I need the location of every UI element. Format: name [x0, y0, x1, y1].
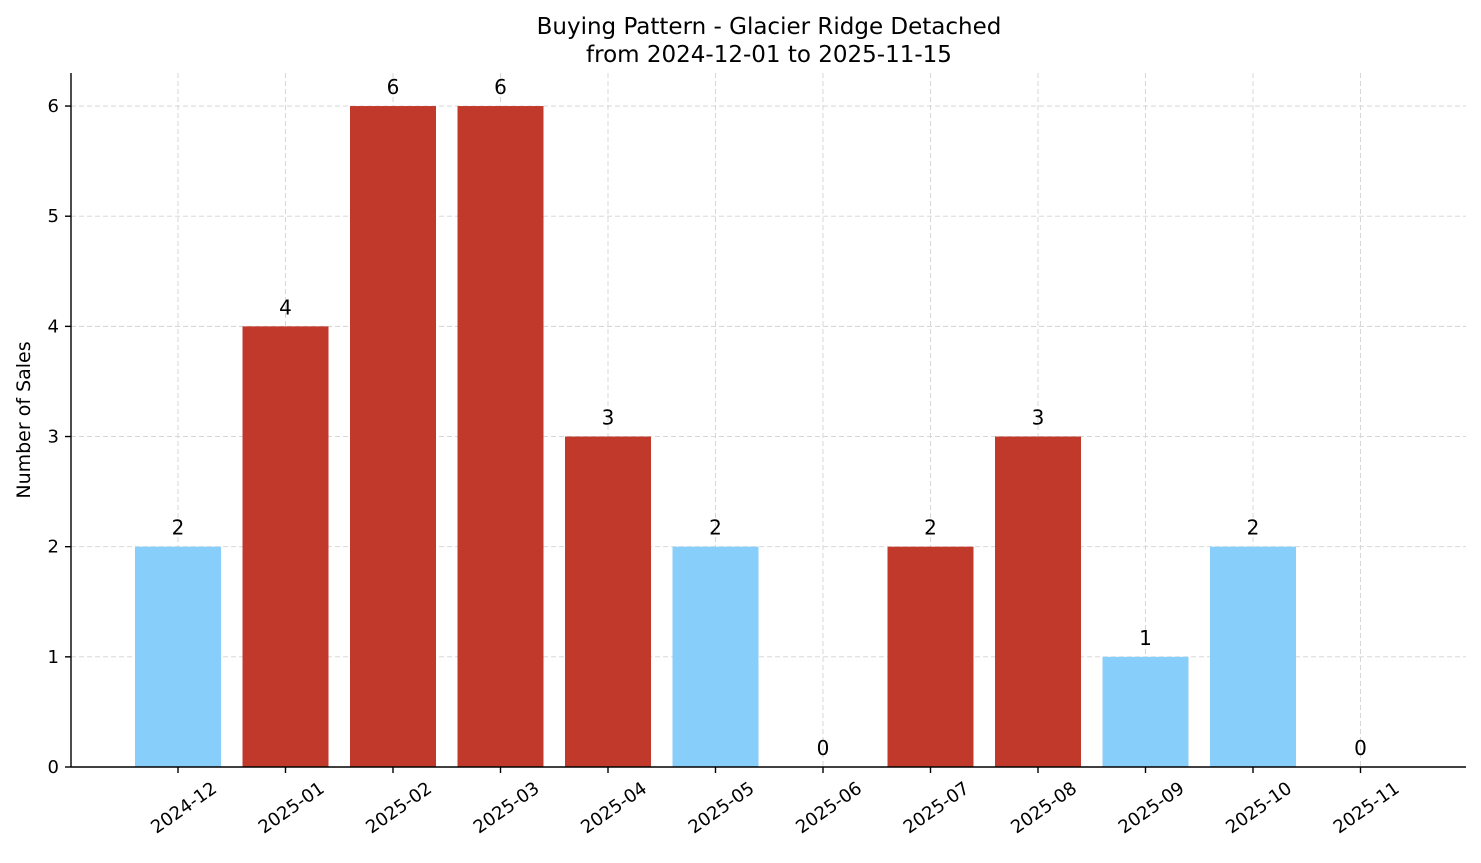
y-axis-label: Number of Sales — [13, 341, 35, 498]
bar — [672, 546, 759, 767]
data-labels: 2 4 6 6 3 2 0 2 3 1 2 0 — [172, 75, 1367, 760]
chart-title: Buying Pattern - Glacier Ridge Detached — [537, 14, 1002, 40]
bar-value-label: 3 — [602, 406, 615, 430]
bar — [565, 436, 651, 767]
bar-value-label: 1 — [1139, 626, 1152, 650]
x-tick-label: 2025-10 — [1222, 778, 1296, 838]
chart-subtitle: from 2024-12-01 to 2025-11-15 — [586, 42, 952, 68]
y-ticks: 0 1 2 3 4 5 6 — [48, 96, 71, 778]
bar-value-label: 3 — [1032, 406, 1045, 430]
bar — [1102, 656, 1189, 767]
bar-value-label: 2 — [1247, 516, 1260, 540]
x-tick-label: 2025-06 — [792, 778, 866, 838]
bar-value-label: 6 — [494, 75, 507, 99]
x-tick-label: 2025-04 — [577, 778, 651, 838]
y-tick-label: 3 — [48, 427, 59, 448]
bar — [995, 436, 1081, 767]
bar-value-label: 2 — [709, 516, 722, 540]
bar-value-label: 4 — [279, 295, 292, 319]
bar — [457, 106, 544, 768]
y-tick-label: 4 — [48, 316, 59, 337]
x-tick-label: 2025-03 — [470, 778, 544, 838]
x-tick-label: 2025-05 — [685, 778, 759, 838]
x-tick-label: 2025-07 — [900, 778, 974, 838]
y-tick-label: 6 — [48, 96, 59, 117]
bar-value-label: 2 — [924, 516, 937, 540]
bar-value-label: 2 — [172, 516, 185, 540]
x-tick-label: 2025-11 — [1330, 778, 1404, 838]
x-tick-label: 2025-02 — [362, 778, 436, 838]
bar-value-label: 6 — [387, 75, 400, 99]
y-tick-label: 2 — [48, 537, 59, 558]
bar — [350, 106, 436, 768]
bar — [242, 326, 329, 767]
bar — [135, 546, 221, 767]
y-tick-label: 0 — [48, 757, 59, 778]
bar-value-label: 0 — [817, 736, 830, 760]
bars — [135, 106, 1296, 768]
x-tick-label: 2025-09 — [1115, 778, 1189, 838]
bar-value-label: 0 — [1354, 736, 1367, 760]
y-tick-label: 5 — [48, 206, 59, 227]
x-tick-label: 2024-12 — [147, 778, 221, 838]
y-tick-label: 1 — [48, 647, 59, 668]
bar — [887, 546, 974, 767]
bar — [1210, 546, 1296, 767]
x-ticks: 2024-12 2025-01 2025-02 2025-03 2025-04 2025-… — [147, 767, 1403, 838]
axes — [70, 73, 1466, 768]
x-tick-label: 2025-01 — [255, 778, 329, 838]
x-tick-label: 2025-08 — [1007, 778, 1081, 838]
